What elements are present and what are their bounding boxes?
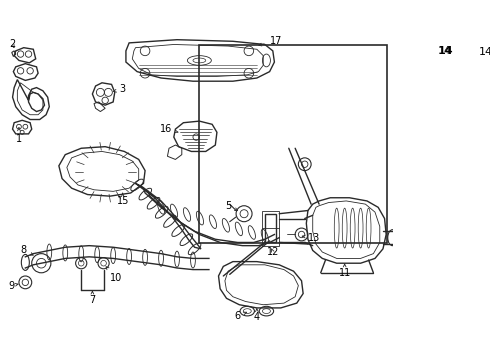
Text: 5: 5: [225, 201, 238, 211]
Text: 2: 2: [9, 40, 16, 49]
Text: 4: 4: [254, 309, 260, 323]
Text: 1: 1: [16, 128, 22, 144]
Text: 15: 15: [117, 193, 129, 206]
Text: 9: 9: [8, 280, 18, 291]
Text: 3: 3: [114, 84, 125, 94]
Text: 14: 14: [438, 46, 453, 56]
Text: 8: 8: [21, 246, 33, 256]
Text: 10: 10: [106, 267, 122, 283]
Text: 13: 13: [302, 233, 320, 243]
Text: 6: 6: [235, 311, 246, 321]
Text: 7: 7: [89, 291, 96, 305]
Bar: [262, 211, 279, 246]
Text: 17: 17: [259, 36, 282, 46]
Text: 16: 16: [160, 124, 178, 134]
Bar: [199, 45, 387, 243]
Text: 11: 11: [339, 264, 351, 278]
Text: 14: 14: [439, 46, 451, 56]
Text: 12: 12: [267, 247, 279, 257]
Text: 14: 14: [479, 48, 490, 58]
Bar: [265, 214, 276, 242]
